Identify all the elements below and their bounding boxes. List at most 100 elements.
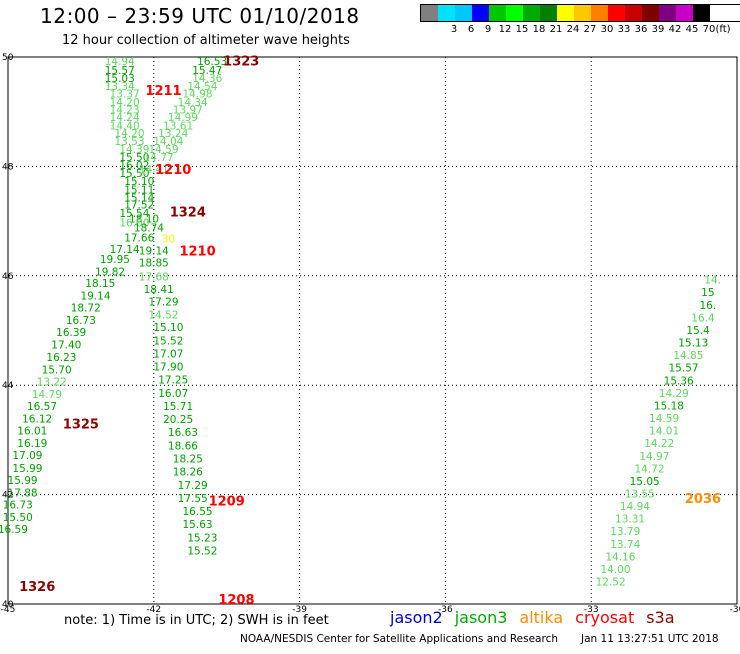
- satellite-jason2: jason2: [390, 608, 443, 627]
- wave-height-value: 18.10: [129, 213, 159, 225]
- wave-height-value: 13.37: [110, 89, 140, 101]
- legend-label: 24: [566, 24, 580, 35]
- wave-height-value: 15.4: [686, 325, 710, 337]
- wave-height-value: 17.07: [153, 348, 183, 360]
- wave-height-value: 18.74: [134, 223, 164, 235]
- wave-height-value: 16.4: [691, 312, 715, 324]
- x-tick-label: -42: [146, 605, 161, 615]
- wave-height-value: 13.79: [610, 526, 640, 538]
- legend-swatch: [642, 5, 659, 21]
- satellite-altika: altika: [519, 608, 564, 627]
- wave-height-value: 14.99: [168, 112, 198, 124]
- legend-label: 15: [515, 24, 529, 35]
- legend-swatch: [438, 5, 455, 21]
- wave-height-value: 14.79: [32, 389, 62, 401]
- wave-height-value: 15.71: [163, 401, 193, 413]
- wave-height-value: 15.57: [669, 363, 699, 375]
- pass-time-label: 1211: [145, 84, 181, 99]
- credit-line: NOAA/NESDIS Center for Satellite Applica…: [240, 633, 558, 645]
- legend-label: 42: [668, 24, 682, 35]
- wave-height-value: 14.40: [110, 120, 140, 132]
- wave-height-value: 16.01: [17, 426, 47, 438]
- wave-height-value: 17.88: [8, 487, 38, 499]
- wave-height-value: 14.16: [605, 551, 635, 563]
- legend-swatch: [472, 5, 489, 21]
- wave-height-value: 15.14: [124, 193, 154, 205]
- wave-height-value: 18.85: [139, 258, 169, 270]
- legend-swatch: [455, 5, 472, 21]
- wave-height-value: 14.41: [139, 164, 169, 176]
- wave-height-value: 17.29: [178, 480, 208, 492]
- pass-time-label: 1326: [19, 580, 55, 595]
- wave-height-value: 14.22: [644, 438, 674, 450]
- wave-height-value: 18.25: [173, 453, 203, 465]
- legend-swatch: [540, 5, 557, 21]
- wave-height-value: 15: [701, 287, 714, 299]
- satellite-key: jason2 jason3 altika cryosat s3a: [390, 608, 687, 627]
- y-tick-label: 48: [2, 162, 14, 172]
- legend-label: 3: [450, 24, 458, 35]
- x-tick-label: -39: [292, 605, 307, 615]
- wave-height-value: 18.41: [144, 284, 174, 296]
- legend-swatch: [506, 5, 523, 21]
- wave-height-value: 15.13: [678, 338, 708, 350]
- wave-height-value: 14.29: [659, 388, 689, 400]
- wave-height-value: 16.00: [119, 218, 149, 230]
- wave-height-value: 16.59: [0, 524, 28, 536]
- legend-swatch: [676, 5, 693, 21]
- wave-height-value: 18.26: [173, 467, 203, 479]
- wave-height-value: 20.25: [163, 414, 193, 426]
- wave-height-value: 17.40: [51, 340, 81, 352]
- wave-height-value: 14.36: [192, 73, 222, 85]
- wave-height-value: 15.63: [183, 519, 213, 531]
- wave-height-value: 15.99: [12, 463, 42, 475]
- wave-height-value: 14.59: [649, 413, 679, 425]
- wave-height-value: 15.36: [664, 375, 694, 387]
- wave-height-value: 19.14: [80, 290, 110, 302]
- wave-height-value: 17.90: [153, 362, 183, 374]
- wave-height-value: 16.55: [183, 506, 213, 518]
- wave-height-value: 15.50: [119, 152, 149, 164]
- wave-height-value: 14.20: [110, 97, 140, 109]
- wave-height-value: 13.97: [173, 105, 203, 117]
- wave-height-value: 16.: [699, 300, 716, 312]
- legend-label: 6: [467, 24, 475, 35]
- wave-height-value: 14.04: [153, 136, 183, 148]
- wave-height-value: 15.03: [105, 73, 135, 85]
- wave-height-value: 17.68: [139, 271, 169, 283]
- wave-height-value: 18.72: [71, 303, 101, 315]
- wave-height-value: 18.15: [85, 278, 115, 290]
- wave-height-value: 14.20: [114, 128, 144, 140]
- wave-height-value: 17.09: [12, 450, 42, 462]
- legend-swatch: [557, 5, 574, 21]
- wave-height-value: 14.34: [178, 97, 208, 109]
- y-tick-label: 40: [2, 600, 14, 610]
- wave-height-value: 14.98: [183, 89, 213, 101]
- wave-height-value: 14.94: [105, 56, 135, 68]
- wave-height-value: 14.97: [639, 451, 669, 463]
- pass-time-label: 1208: [218, 593, 254, 608]
- generated-timestamp: Jan 11 13:27:51 UTC 2018: [581, 633, 719, 645]
- wave-height-value: 15.23: [187, 532, 217, 544]
- wave-height-value: 14.77: [144, 152, 174, 164]
- pass-time-label: 1324: [170, 205, 206, 220]
- wave-height-value: 15.52: [187, 545, 217, 557]
- satellite-jason3: jason3: [454, 608, 508, 627]
- wave-height-value: 14.: [704, 275, 721, 287]
- wave-height-value: 17.25: [158, 375, 188, 387]
- wave-height-value: 14.59: [148, 144, 178, 156]
- wave-height-value: 17.14: [110, 244, 140, 256]
- pass-time-label: 1323: [223, 54, 259, 69]
- wave-height-value: 14.54: [187, 81, 217, 93]
- wave-height-value: 16.73: [3, 499, 33, 511]
- wave-height-value: 16.19: [17, 438, 47, 450]
- map-frame: [7, 56, 738, 605]
- legend-swatch: [489, 5, 506, 21]
- legend-swatch: [659, 5, 676, 21]
- x-tick-label: -45: [1, 605, 16, 615]
- wave-height-value: 14.72: [634, 463, 664, 475]
- wave-height-value: 19.82: [95, 266, 125, 278]
- satellite-s3a: s3a: [646, 608, 675, 627]
